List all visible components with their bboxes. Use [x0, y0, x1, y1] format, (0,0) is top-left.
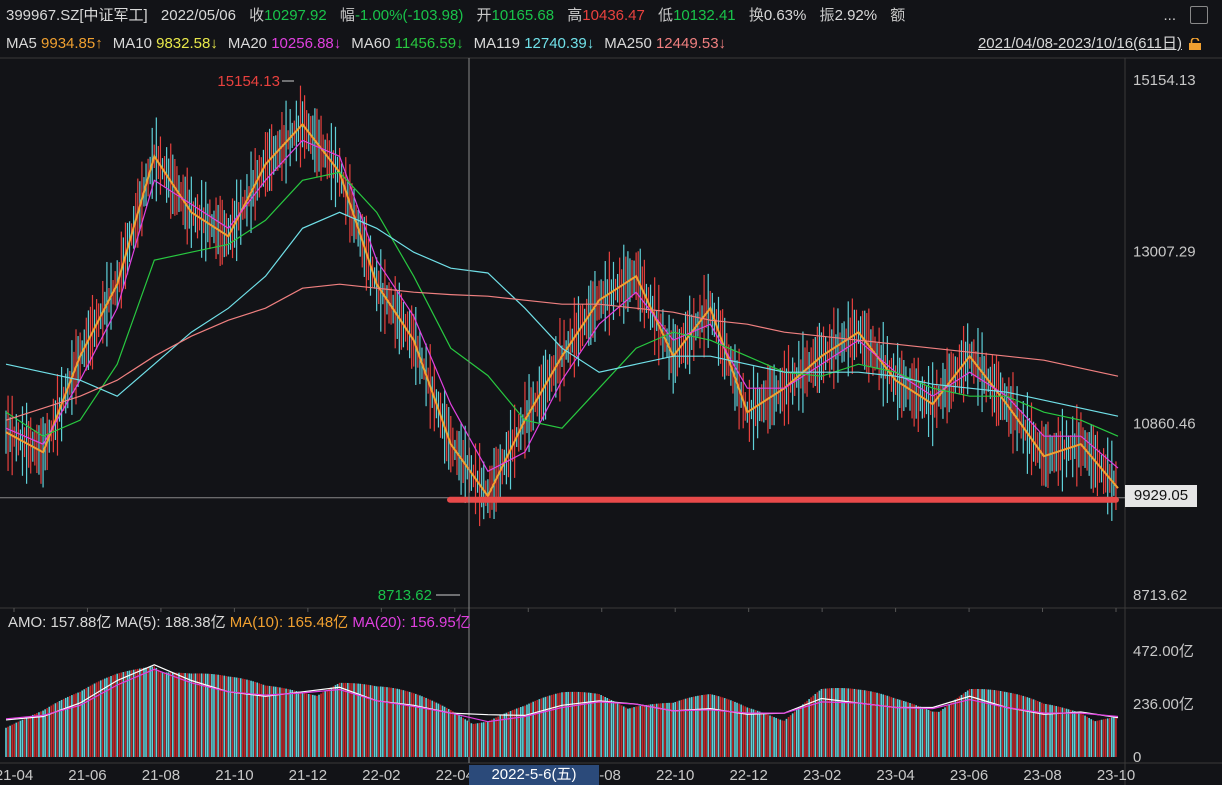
ma-line-ma60 [5, 171, 1119, 437]
volume-ma5-line [5, 664, 1119, 721]
x-tick-label: 23-06 [950, 767, 988, 784]
open-value: 10165.68 [491, 7, 555, 24]
ma-legend-value: 9934.85↑ [41, 35, 103, 52]
amplitude-label: 振 [819, 7, 835, 24]
x-tick-label: 21-12 [289, 767, 327, 784]
ma-legend-value: 10256.88↓ [271, 35, 342, 52]
y-tick-label: 15154.13 [1133, 72, 1196, 89]
close-value: 10297.92 [264, 7, 327, 24]
low-label: 低 [658, 7, 674, 24]
ma-line-ma250 [5, 283, 1119, 421]
lock-icon[interactable] [1188, 38, 1202, 50]
y-tick-label: 13007.29 [1133, 244, 1196, 261]
amount-label: 额 [890, 7, 906, 24]
x-tick-label: 23-08 [1023, 767, 1061, 784]
ma-legend-name: MA250 [604, 35, 656, 52]
x-tick-label: 21-06 [68, 767, 106, 784]
ma-legend-value: 9832.58↓ [156, 35, 218, 52]
x-tick-label: 23-02 [803, 767, 841, 784]
low-annotation: 8713.62 [378, 587, 432, 604]
ma-line-ma119 [5, 211, 1119, 417]
ma-legend-name: MA60 [351, 35, 395, 52]
x-tick-label: 22-02 [362, 767, 400, 784]
high-label: 高 [567, 7, 583, 24]
volume-ma20-line [5, 668, 1119, 723]
security-code: 399967.SZ[中证军工] [6, 7, 148, 24]
more-menu-button[interactable]: ... [1163, 7, 1176, 24]
cursor-date-label: 2022-5-6(五) [469, 765, 599, 785]
ma-legend-value: 12740.39↓ [524, 35, 595, 52]
window-toggle-icon[interactable] [1190, 6, 1208, 24]
ma-line-ma5 [5, 122, 1119, 499]
x-tick-label: 22-10 [656, 767, 694, 784]
amo-value: AMO: 157.88亿 [8, 614, 112, 631]
x-tick-label: 21-08 [142, 767, 180, 784]
amo-ma5: MA(5): 188.38亿 [115, 614, 226, 631]
turnover-label: 换 [748, 7, 764, 24]
turnover-value: 0.63% [763, 7, 807, 24]
x-tick-label: 23-04 [876, 767, 914, 784]
y-tick-label: 8713.62 [1133, 587, 1187, 604]
ma-legend-name: MA10 [112, 35, 157, 52]
amo-ma20: MA(20): 156.95亿 [352, 614, 471, 631]
x-tick-label: 22-04 [436, 767, 474, 784]
ma-legend-value: 11456.59↓ [394, 35, 464, 52]
high-annotation: 15154.13 [217, 73, 280, 90]
x-tick-label: 22-12 [729, 767, 767, 784]
volume-y-tick-label: 472.00亿 [1133, 643, 1194, 660]
ma-legend-name: MA20 [227, 35, 272, 52]
change-label: 幅 [339, 7, 355, 24]
x-tick-label: 23-10 [1097, 767, 1135, 784]
volume-y-tick-label: 236.00亿 [1133, 696, 1194, 713]
moving-average-bar: MA5 9934.85↑ MA10 9832.58↓ MA20 10256.88↓ M… [0, 32, 1222, 56]
x-tick-label: 21-04 [0, 767, 33, 784]
ma-legend-name: MA119 [473, 35, 525, 52]
volume-y-tick-label: 0 [1133, 749, 1141, 766]
close-label: 收 [249, 7, 265, 24]
quote-date: 2022/05/06 [160, 7, 236, 24]
ma-legend-name: MA5 [6, 35, 42, 52]
volume-legend: AMO: 157.88亿 MA(5): 188.38亿 MA(10): 165.… [8, 611, 471, 635]
amo-ma10: MA(10): 165.48亿 [229, 614, 349, 631]
open-label: 开 [476, 7, 492, 24]
x-tick-label: 21-10 [215, 767, 253, 784]
low-value: 10132.41 [673, 7, 736, 24]
ma-legend-value: 12449.53↓ [655, 35, 727, 52]
y-tick-label: 10860.46 [1133, 415, 1196, 432]
date-range-selector[interactable]: 2021/04/08-2023/10/16(611日) [977, 35, 1182, 52]
ma-line-ma20 [5, 139, 1119, 473]
change-value: -1.00%(-103.98) [354, 7, 464, 24]
quote-info-bar: 399967.SZ[中证军工] 2022/05/06 收10297.92 幅-1… [0, 0, 1222, 32]
ma-legend: MA5 9934.85↑ MA10 9832.58↓ MA20 10256.88↓ M… [6, 35, 736, 52]
support-price-tag: 9929.05 [1125, 485, 1197, 507]
amplitude-value: 2.92% [834, 7, 878, 24]
high-value: 10436.47 [582, 7, 645, 24]
